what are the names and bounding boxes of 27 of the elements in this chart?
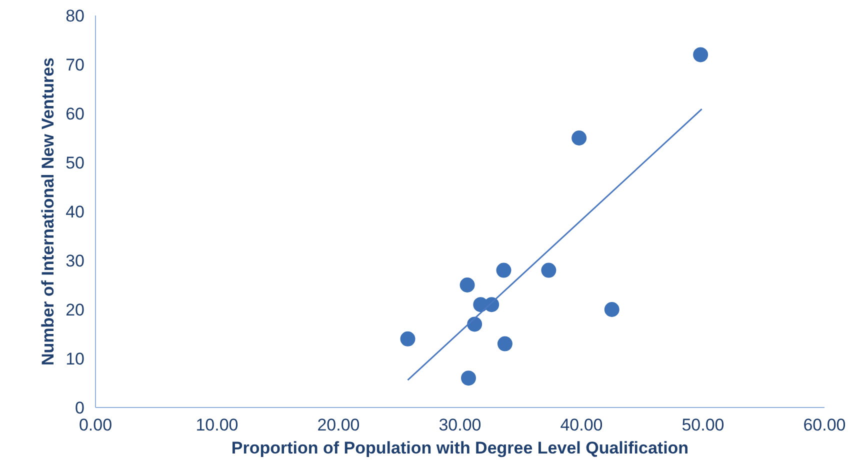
y-tick-label: 40	[66, 202, 85, 222]
x-tick-label: 0.00	[78, 416, 112, 434]
point	[400, 331, 416, 346]
point	[693, 47, 708, 62]
x-tick-label: 50.00	[682, 416, 724, 434]
y-tick-label: 30	[66, 252, 85, 270]
point	[496, 262, 512, 278]
x-tick-label: 30.00	[438, 416, 482, 434]
y-tick-label: 10	[66, 350, 85, 368]
y-tick-label: 60	[66, 104, 85, 124]
point	[461, 370, 476, 386]
x-tick-label: 40.00	[560, 416, 603, 434]
x-axis-title: Proportion of Population with Degree Level Qualification	[231, 438, 689, 458]
y-axis-title: Number of International New Ventures	[38, 58, 58, 366]
x-tick-label: 60.00	[803, 416, 846, 434]
y-tick-label: 80	[66, 6, 85, 26]
x-tick-label: 10.00	[196, 416, 238, 434]
y-tick-label: 20	[66, 300, 85, 320]
point	[572, 130, 587, 146]
point	[460, 278, 475, 292]
x-tick-label: 20.00	[317, 416, 360, 434]
y-tick-label: 70	[66, 56, 85, 74]
y-tick-label: 0	[75, 398, 85, 418]
point	[497, 336, 512, 352]
y-tick-label: 50	[66, 154, 85, 172]
point	[541, 262, 556, 278]
point	[604, 302, 620, 317]
